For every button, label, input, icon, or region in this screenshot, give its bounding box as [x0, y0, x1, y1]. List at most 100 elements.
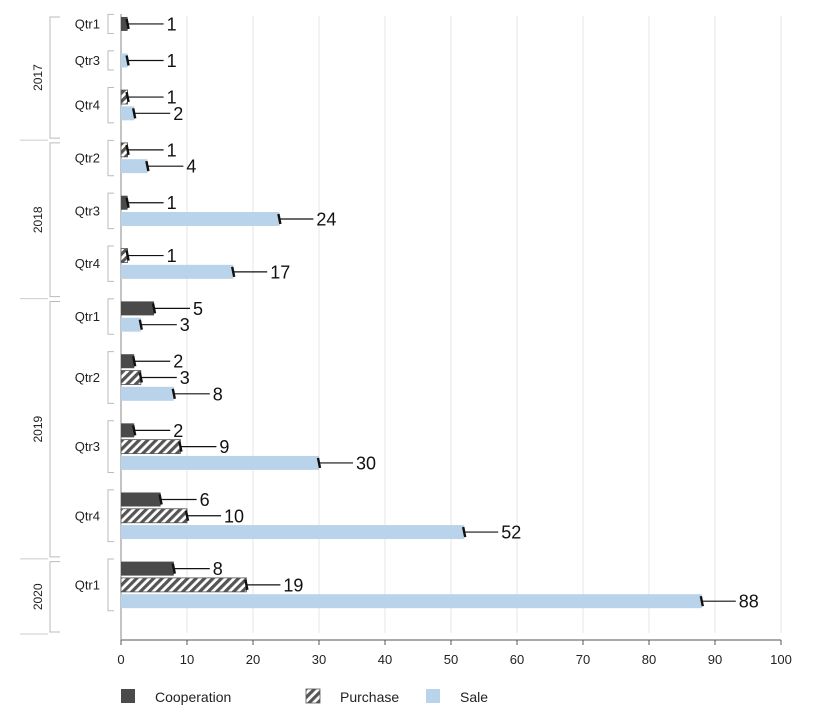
data-label: 1 [167, 51, 177, 71]
quarter-bracket [107, 192, 114, 230]
x-tick-label: 60 [510, 652, 524, 667]
data-label: 8 [213, 559, 223, 579]
quarter-bracket [107, 489, 114, 543]
year-bracket [49, 300, 60, 558]
data-label: 1 [167, 140, 177, 160]
data-label: 9 [219, 437, 229, 457]
quarter-bracket [107, 420, 114, 473]
grid-lines [186, 16, 782, 633]
quarter-label: Qtr2 [75, 370, 100, 385]
bar-purchase [120, 577, 247, 593]
data-label: 4 [186, 157, 196, 177]
data-label: 6 [200, 490, 210, 510]
bar-sale [121, 212, 280, 227]
quarter-bracket [107, 351, 114, 404]
quarter-label: Qtr3 [75, 53, 100, 68]
x-tick-label: 30 [312, 652, 326, 667]
quarter-label: Qtr3 [75, 439, 100, 454]
data-label: 17 [270, 262, 290, 282]
x-tick-label: 70 [576, 652, 590, 667]
data-label: 2 [173, 104, 183, 124]
bar-cooperation [121, 492, 161, 507]
bar-purchase [120, 439, 181, 455]
quarter-label: Qtr4 [75, 508, 100, 523]
year-bracket [49, 16, 60, 139]
x-tick-label: 40 [378, 652, 392, 667]
data-label: 19 [283, 575, 303, 595]
quarter-bracket [107, 13, 114, 35]
bar-cooperation [121, 354, 135, 369]
data-label: 88 [739, 592, 759, 612]
year-label: 2017 [31, 64, 45, 91]
bar-sale [121, 455, 319, 470]
x-tick-label: 80 [642, 652, 656, 667]
legend-label-purchase: Purchase [340, 689, 399, 705]
data-label: 3 [180, 368, 190, 388]
quarter-bracket [107, 50, 114, 71]
quarter-label: Qtr2 [75, 151, 100, 166]
data-label: 5 [193, 299, 203, 319]
legend-swatch-sale [426, 689, 440, 703]
bar-sale [121, 525, 465, 540]
year-label: 2020 [31, 583, 45, 610]
legend-label-cooperation: Cooperation [155, 689, 231, 705]
data-label: 30 [356, 453, 376, 473]
x-axis: 0 10 20 30 40 50 60 70 80 90 100 [117, 639, 792, 667]
year-label: 2019 [31, 415, 45, 442]
bars [120, 16, 736, 609]
legend-swatch-purchase [305, 688, 321, 704]
quarter-label: Qtr4 [75, 256, 100, 271]
x-tick-label: 100 [770, 652, 792, 667]
category-axis: Qtr1 Qtr3 Qtr4 Qtr2 Qtr3 Qtr4 Qtr1 Qtr2 Qtr3 Qtr4… [20, 13, 122, 640]
bar-purchase [120, 370, 142, 385]
data-label: 2 [173, 352, 183, 372]
bar-cooperation [121, 561, 174, 576]
bar-sale [121, 594, 702, 609]
x-tick-label: 0 [117, 652, 124, 667]
year-label: 2018 [31, 206, 45, 233]
bar-sale [121, 386, 174, 401]
bar-sale [121, 264, 234, 279]
x-tick-label: 20 [246, 652, 260, 667]
data-label: 1 [167, 88, 177, 108]
bar-cooperation [121, 423, 135, 438]
quarter-bracket [107, 86, 114, 124]
quarter-label: Qtr3 [75, 203, 100, 218]
quarter-bracket [107, 558, 114, 612]
legend: Cooperation Purchase Sale [121, 688, 488, 705]
quarter-label: Qtr1 [75, 309, 100, 324]
quarter-label: Qtr1 [75, 16, 100, 31]
data-label: 24 [316, 210, 336, 230]
data-label: 1 [167, 14, 177, 34]
legend-swatch-cooperation [121, 689, 135, 703]
bar-sale [121, 53, 128, 68]
year-bracket [49, 561, 60, 633]
data-label: 2 [173, 421, 183, 441]
bar-cooperation [121, 195, 128, 210]
data-label: 3 [180, 315, 190, 335]
x-tick-label: 50 [444, 652, 458, 667]
quarter-label: Qtr1 [75, 577, 100, 592]
legend-label-sale: Sale [460, 689, 488, 705]
quarter-label: Qtr4 [75, 98, 100, 113]
bar-sale [121, 159, 148, 174]
data-label: 1 [167, 193, 177, 213]
quarter-bracket [107, 245, 114, 282]
bar-cooperation [121, 16, 128, 31]
bar-cooperation [121, 301, 154, 316]
x-tick-label: 10 [180, 652, 194, 667]
bar-purchase [120, 508, 188, 524]
data-label: 52 [501, 523, 521, 543]
year-bracket [49, 142, 60, 298]
quarter-bracket [107, 298, 114, 335]
data-label: 8 [213, 384, 223, 404]
bar-sale [121, 106, 135, 121]
bar-sale [121, 317, 141, 332]
quarter-bracket [107, 139, 114, 177]
data-label: 1 [167, 246, 177, 266]
x-tick-label: 90 [708, 652, 722, 667]
data-label: 10 [224, 506, 244, 526]
